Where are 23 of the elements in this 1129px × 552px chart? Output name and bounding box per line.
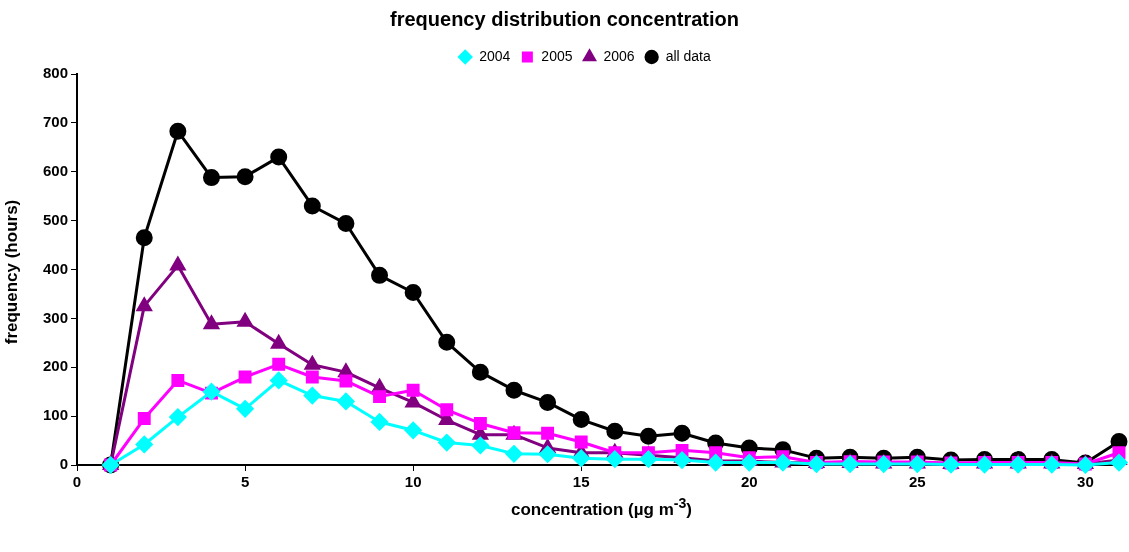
x-tick-label: 0: [72, 473, 82, 491]
x-tick-label: 20: [740, 473, 758, 491]
x-axis-title: concentration (µg m$^{-3}$): [509, 495, 694, 520]
y-tick-label: 700: [43, 113, 69, 131]
y-axis-title: frequency (hours): [2, 198, 22, 347]
y-tick-label: 100: [43, 406, 69, 424]
y-tick-label: 500: [43, 210, 69, 228]
y-tick-label: 400: [43, 259, 69, 277]
x-tick-label: 5: [240, 473, 250, 491]
legend-label: all data: [665, 47, 711, 64]
x-tick-label: 15: [572, 473, 590, 491]
y-tick-label: 600: [43, 161, 69, 179]
legend-label: 2006: [603, 47, 635, 64]
legend-label: 2004: [479, 47, 511, 64]
y-tick-label: 300: [43, 308, 69, 326]
y-tick-label: 800: [43, 64, 69, 82]
x-tick-label: 10: [404, 473, 422, 491]
x-tick-label: 25: [908, 473, 926, 491]
y-tick-label: 200: [43, 357, 69, 375]
x-tick-label: 30: [1077, 473, 1094, 491]
chart-title: frequency distribution concentration: [389, 8, 740, 31]
legend-label: 2005: [541, 47, 573, 64]
y-tick-label: 0: [59, 455, 69, 473]
